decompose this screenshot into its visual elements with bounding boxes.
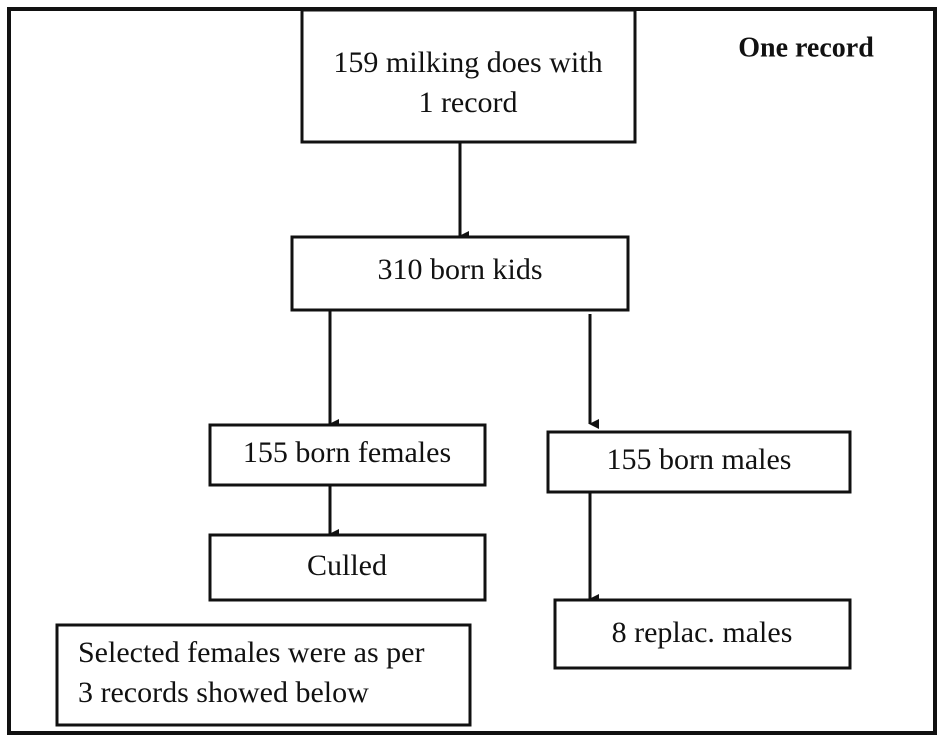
node-box [553,598,852,670]
note-label: 3 records showed below [78,676,369,709]
node-label: 310 born kids [378,253,543,286]
node-label: 155 born females [243,436,451,469]
node-label: 8 replac. males [612,616,793,649]
note-label: Selected females were as per [78,636,424,669]
node-box [300,8,637,144]
node-label: 1 record [418,86,517,119]
node-box [208,533,487,602]
node-label: 155 born males [607,443,792,476]
node-box [546,430,852,494]
node-label: Culled [307,549,387,582]
note-box [55,623,472,727]
diagram-title: One record [738,32,874,63]
node-box [208,423,487,487]
node-label: 159 milking does with [333,46,602,79]
node-box [290,235,630,312]
